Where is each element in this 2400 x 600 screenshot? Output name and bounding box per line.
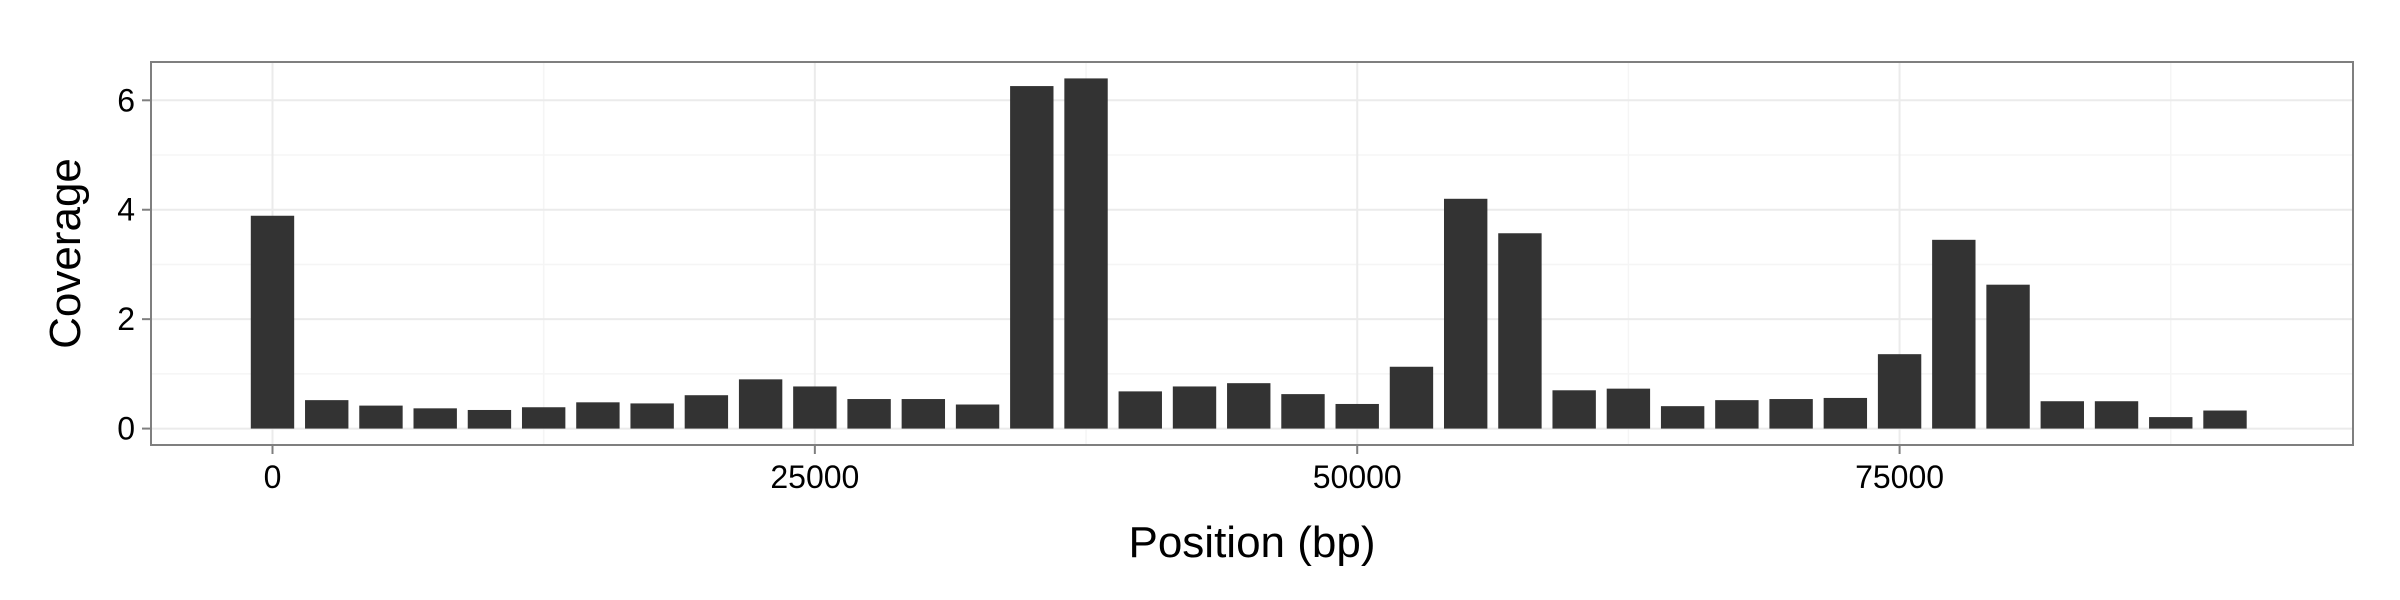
coverage-bar <box>413 408 457 429</box>
coverage-bar <box>2094 401 2139 429</box>
coverage-bar <box>1552 390 1596 429</box>
coverage-bar <box>684 395 729 429</box>
x-tick-label: 25000 <box>770 459 859 495</box>
coverage-bar <box>2203 410 2247 429</box>
y-axis: 0 2 4 6 <box>117 82 151 447</box>
coverage-bar <box>1823 397 1868 429</box>
coverage-bar <box>1010 86 1054 429</box>
x-tick-label: 0 <box>264 459 282 495</box>
coverage-bar <box>1877 354 1922 429</box>
coverage-bar <box>305 400 349 429</box>
coverage-bar <box>793 386 837 429</box>
x-axis: 0 25000 50000 75000 <box>264 445 1944 495</box>
coverage-bar <box>1986 284 2030 429</box>
coverage-bar <box>1118 391 1162 429</box>
coverage-bar <box>1498 233 1542 429</box>
coverage-bar <box>1715 400 1759 429</box>
coverage-bar <box>250 215 295 429</box>
coverage-bar <box>1769 399 1813 429</box>
plot-panel-border <box>150 61 2354 446</box>
coverage-bar <box>901 399 946 429</box>
coverage-bar <box>1227 383 1271 429</box>
coverage-bar <box>1389 366 1434 429</box>
y-tick-label: 6 <box>117 82 135 118</box>
y-tick-label: 2 <box>117 301 135 337</box>
coverage-bar <box>955 404 1000 429</box>
plot-background <box>151 62 2353 445</box>
coverage-bar <box>2149 417 2193 429</box>
coverage-bar <box>1443 198 1488 429</box>
coverage-bar <box>1172 386 1217 429</box>
coverage-bar <box>359 405 403 429</box>
coverage-bar <box>1281 394 1325 429</box>
bar-series <box>250 78 2247 429</box>
coverage-bar <box>1335 403 1379 429</box>
coverage-bar <box>847 399 891 429</box>
coverage-bar <box>1606 388 1651 429</box>
y-tick-label: 0 <box>117 411 135 447</box>
coverage-bar <box>1660 406 1705 429</box>
x-tick-label: 50000 <box>1313 459 1402 495</box>
coverage-bar <box>2040 401 2084 429</box>
coverage-bar <box>576 402 620 429</box>
coverage-bar <box>521 407 566 429</box>
x-tick-label: 75000 <box>1855 459 1944 495</box>
coverage-bar <box>1932 239 1976 429</box>
coverage-bar <box>1064 78 1108 429</box>
y-tick-label: 4 <box>117 192 135 228</box>
coverage-bar <box>738 379 783 429</box>
coverage-bar <box>467 409 512 429</box>
y-axis-title: Coverage <box>41 158 90 349</box>
x-axis-title: Position (bp) <box>1128 518 1375 567</box>
minor-gridlines <box>151 62 2353 445</box>
coverage-bar <box>630 403 674 429</box>
